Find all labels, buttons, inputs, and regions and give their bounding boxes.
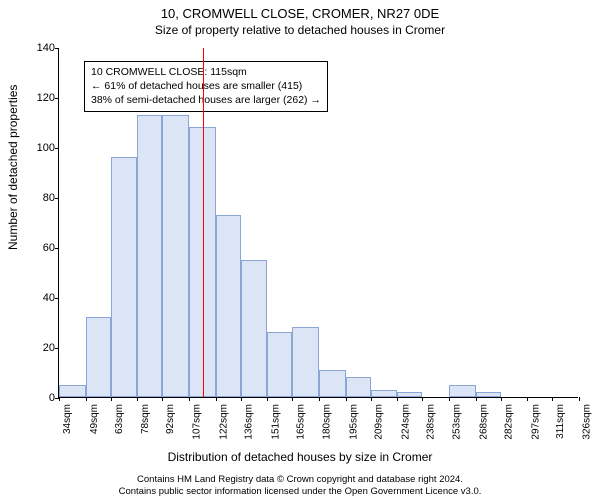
histogram-bar [292,327,319,397]
x-tick-label: 151sqm [270,404,281,440]
x-tick-mark [267,397,268,401]
x-tick-mark [527,397,528,401]
annotation-box: 10 CROMWELL CLOSE: 115sqm ← 61% of detac… [84,61,328,112]
histogram-bar [346,377,371,397]
x-axis-label: Distribution of detached houses by size … [0,450,600,464]
x-tick-label: 209sqm [374,404,385,440]
x-tick-mark [346,397,347,401]
chart-container: 10, CROMWELL CLOSE, CROMER, NR27 0DE Siz… [0,0,600,500]
histogram-bar [319,370,346,398]
chart-subtitle: Size of property relative to detached ho… [0,21,600,37]
annotation-line-1: 10 CROMWELL CLOSE: 115sqm [91,65,321,79]
x-tick-mark [371,397,372,401]
x-tick-label: 122sqm [219,404,230,440]
y-tick-label: 20 [25,342,55,354]
x-tick-label: 268sqm [479,404,490,440]
histogram-bar [111,157,138,397]
x-tick-mark [111,397,112,401]
x-tick-mark [59,397,60,401]
x-tick-mark [241,397,242,401]
y-tick-label: 140 [25,42,55,54]
x-tick-mark [397,397,398,401]
histogram-bar [449,385,476,398]
x-tick-mark [422,397,423,401]
footer-line-2: Contains public sector information licen… [0,486,600,498]
histogram-bar [137,115,162,398]
histogram-bar [371,390,398,398]
x-tick-mark [86,397,87,401]
x-tick-mark [449,397,450,401]
x-tick-label: 238sqm [425,404,436,440]
histogram-bar [397,392,422,397]
histogram-bar [162,115,189,398]
histogram-bar [267,332,292,397]
x-tick-label: 92sqm [165,404,176,434]
x-tick-mark [476,397,477,401]
y-tick-mark [55,98,59,99]
x-tick-mark [162,397,163,401]
x-tick-mark [501,397,502,401]
y-tick-label: 0 [25,392,55,404]
x-tick-mark [137,397,138,401]
x-tick-label: 253sqm [452,404,463,440]
y-tick-label: 60 [25,242,55,254]
y-tick-label: 100 [25,142,55,154]
chart-title: 10, CROMWELL CLOSE, CROMER, NR27 0DE [0,0,600,21]
x-tick-label: 297sqm [530,404,541,440]
x-tick-label: 107sqm [192,404,203,440]
x-tick-label: 326sqm [582,404,593,440]
x-tick-mark [216,397,217,401]
x-tick-mark [579,397,580,401]
y-axis-label: Number of detached properties [6,85,20,250]
annotation-line-2: ← 61% of detached houses are smaller (41… [91,79,321,93]
x-tick-label: 165sqm [295,404,306,440]
x-tick-label: 34sqm [62,404,73,434]
histogram-bar [59,385,86,398]
y-tick-label: 80 [25,192,55,204]
y-tick-mark [55,148,59,149]
property-marker-line [203,48,204,397]
y-tick-label: 40 [25,292,55,304]
x-tick-label: 63sqm [114,404,125,434]
histogram-bar [241,260,268,398]
plot-area: 10 CROMWELL CLOSE: 115sqm ← 61% of detac… [58,48,578,398]
x-tick-mark [552,397,553,401]
y-tick-mark [55,48,59,49]
x-tick-label: 224sqm [400,404,411,440]
x-tick-label: 282sqm [504,404,515,440]
y-tick-mark [55,248,59,249]
x-tick-label: 180sqm [322,404,333,440]
x-tick-label: 195sqm [349,404,360,440]
x-tick-label: 311sqm [555,404,566,439]
histogram-bar [216,215,241,398]
histogram-bar [476,392,501,397]
histogram-bar [86,317,111,397]
x-tick-mark [189,397,190,401]
x-tick-mark [292,397,293,401]
footer-line-1: Contains HM Land Registry data © Crown c… [0,474,600,486]
y-tick-label: 120 [25,92,55,104]
x-tick-label: 136sqm [244,404,255,440]
annotation-line-3: 38% of semi-detached houses are larger (… [91,93,321,107]
y-tick-mark [55,198,59,199]
x-tick-label: 78sqm [140,404,151,434]
x-tick-mark [319,397,320,401]
footer: Contains HM Land Registry data © Crown c… [0,474,600,498]
y-tick-mark [55,298,59,299]
y-tick-mark [55,348,59,349]
x-tick-label: 49sqm [89,404,100,434]
